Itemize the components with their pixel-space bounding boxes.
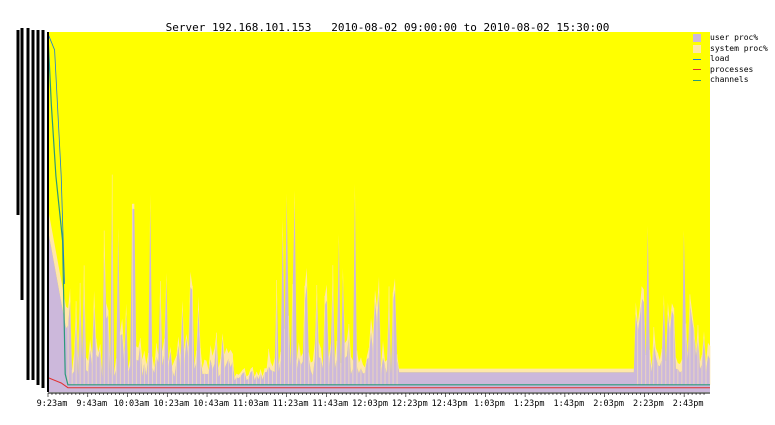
legend-swatch-load (693, 58, 701, 60)
x-tick-label: 10:23am (153, 399, 189, 409)
area-layer (48, 174, 711, 392)
legend-swatch-system-proc (693, 44, 701, 53)
legend-swatch-processes (693, 69, 701, 71)
legend-label-load: load (710, 54, 730, 63)
x-tick-label: 10:43am (193, 399, 229, 409)
x-tick-label: 10:03am (114, 399, 150, 409)
legend-item-channels: channels (693, 75, 768, 86)
series-line-channels (47, 35, 710, 386)
legend-label-processes: processes (710, 64, 754, 74)
x-tick-label: 11:03am (233, 399, 269, 409)
chart-title: Server 192.168.101.153 2010-08-02 09:00:… (165, 21, 610, 34)
legend-label-user-proc: user proc% (710, 33, 759, 42)
x-axis: 9:23am 9:43am 10:03am 10:23am 10:43am 11:03am… (37, 392, 710, 409)
x-tick-label: 2:03pm (593, 399, 624, 409)
legend-item-load: load (693, 54, 768, 65)
series-area-user-proc (48, 181, 710, 392)
x-tick-label: 9:23am (37, 399, 68, 409)
x-tick-label: 1:23pm (514, 399, 545, 409)
legend-item-processes: processes (693, 65, 768, 76)
legend: user proc% system proc% load processes c… (693, 33, 768, 86)
line-layer (47, 33, 710, 389)
series-line-processes (47, 377, 710, 389)
legend-label-channels: channels (710, 75, 749, 84)
x-tick-label: 11:23am (273, 399, 309, 409)
x-tick-label: 1:03pm (474, 399, 505, 409)
legend-item-system-proc: system proc% (693, 44, 768, 55)
x-tick-label: 12:43pm (432, 399, 468, 409)
series-area-system-proc (48, 174, 710, 381)
x-tick-label: 1:43pm (554, 399, 585, 409)
x-tick-label: 12:03pm (352, 399, 388, 409)
x-tick-label: 9:43am (76, 399, 107, 409)
x-tick-label: 11:43am (312, 399, 348, 409)
legend-label-system-proc: system proc% (710, 43, 768, 53)
series-line-load (47, 33, 65, 285)
x-tick-label: 2:43pm (673, 399, 704, 409)
legend-swatch-channels (693, 79, 701, 81)
legend-swatch-user-proc (693, 34, 701, 43)
x-tick-label: 2:23pm (633, 399, 664, 409)
legend-item-user-proc: user proc% (693, 33, 768, 44)
y-axis (16, 28, 49, 392)
x-tick-label: 12:23pm (392, 399, 428, 409)
